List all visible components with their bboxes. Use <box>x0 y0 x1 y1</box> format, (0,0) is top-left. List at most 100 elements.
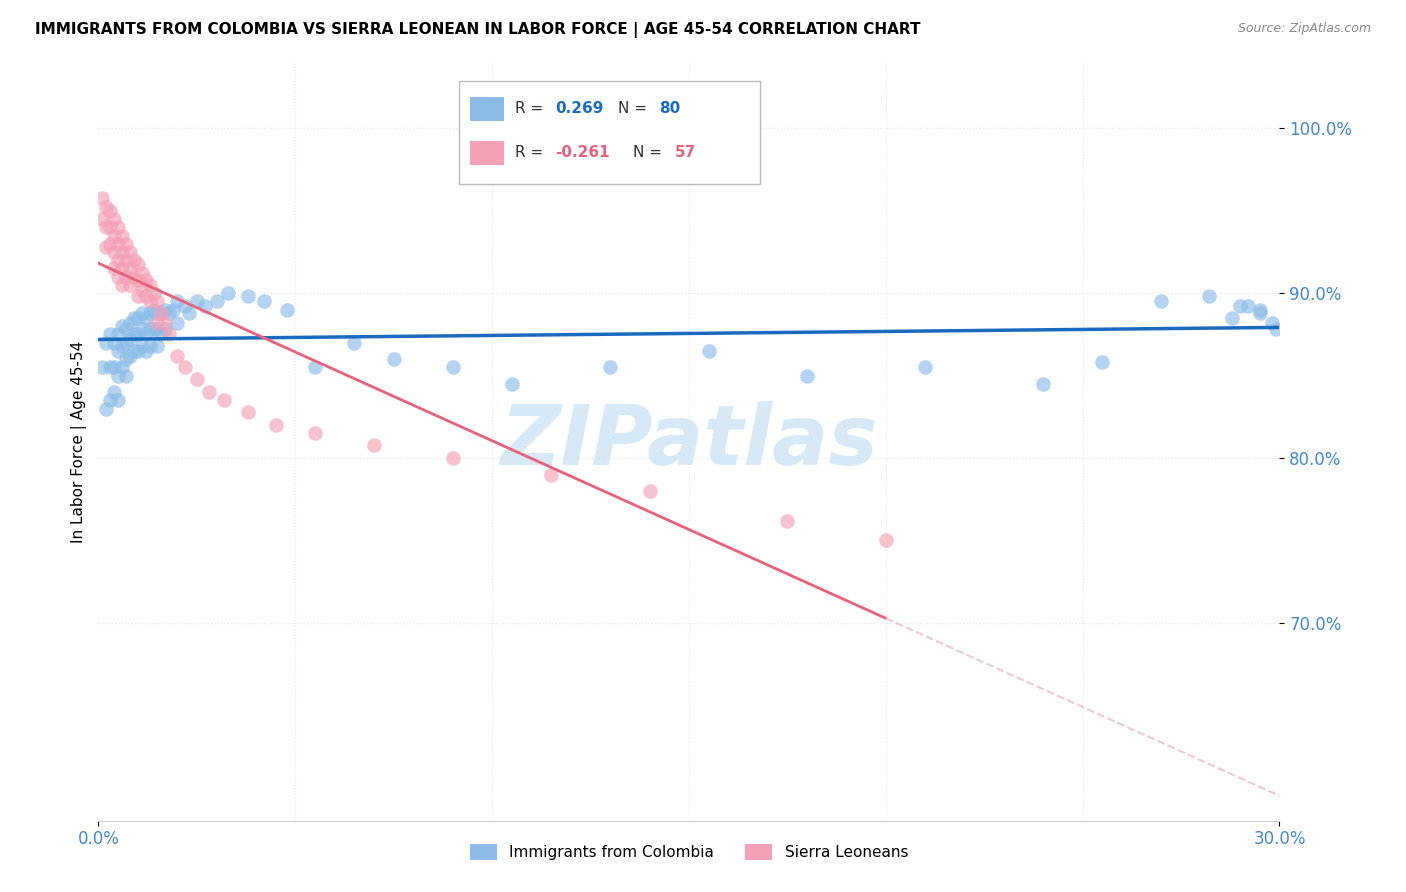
Point <box>162 302 184 317</box>
Point <box>91 360 114 375</box>
Point <box>166 294 188 309</box>
Point <box>186 294 208 309</box>
Point <box>118 244 141 259</box>
Point <box>111 339 134 353</box>
Point <box>540 467 562 482</box>
Point <box>118 316 141 330</box>
Point <box>1198 289 1220 303</box>
Point <box>304 426 326 441</box>
Point <box>131 267 153 281</box>
Point <box>157 306 180 320</box>
Point <box>796 368 818 383</box>
Point <box>107 236 129 251</box>
Point <box>107 269 129 284</box>
Point <box>214 393 236 408</box>
Point <box>174 299 197 313</box>
Point <box>111 319 134 334</box>
Point <box>1249 302 1271 317</box>
Point <box>107 327 129 342</box>
Point <box>914 360 936 375</box>
Text: ZIPatlas: ZIPatlas <box>501 401 877 482</box>
Point <box>115 335 138 350</box>
Point <box>166 316 188 330</box>
Point <box>131 283 153 297</box>
Point <box>142 286 165 301</box>
Point <box>217 286 239 301</box>
Point <box>91 212 114 227</box>
Point <box>776 514 799 528</box>
Point <box>103 335 125 350</box>
Point <box>98 203 121 218</box>
Point <box>107 253 129 268</box>
Point <box>96 335 118 350</box>
Point <box>146 294 169 309</box>
Point <box>150 306 173 320</box>
Point <box>127 310 149 325</box>
Point <box>103 228 125 243</box>
Point <box>115 236 138 251</box>
Point <box>264 418 287 433</box>
Point <box>115 269 138 284</box>
Point <box>138 277 160 292</box>
Point <box>1264 322 1286 336</box>
Point <box>131 339 153 353</box>
Point <box>155 322 177 336</box>
Point <box>150 327 173 342</box>
Point <box>127 273 149 287</box>
Point <box>107 393 129 408</box>
Point <box>98 220 121 235</box>
Point <box>111 228 134 243</box>
Point <box>1150 294 1173 309</box>
Point <box>122 253 145 268</box>
Point <box>194 299 217 313</box>
Point <box>155 316 177 330</box>
Point <box>122 327 145 342</box>
Point <box>1229 299 1251 313</box>
Point <box>131 322 153 336</box>
Point <box>103 244 125 259</box>
Point <box>107 368 129 383</box>
Text: N =: N = <box>619 101 652 116</box>
Point <box>441 450 464 465</box>
Bar <box>471 96 503 120</box>
Point <box>138 294 160 309</box>
Point <box>118 332 141 346</box>
Text: R =: R = <box>516 101 548 116</box>
Point <box>363 438 385 452</box>
Point <box>146 322 169 336</box>
Point <box>304 360 326 375</box>
Point <box>111 244 134 259</box>
Point <box>186 372 208 386</box>
Point <box>236 405 259 419</box>
Point <box>174 360 197 375</box>
Point <box>135 289 157 303</box>
Point <box>197 385 219 400</box>
Point <box>118 277 141 292</box>
Point <box>111 277 134 292</box>
Point <box>111 261 134 276</box>
Point <box>122 343 145 358</box>
Point <box>1249 306 1271 320</box>
FancyBboxPatch shape <box>458 81 759 184</box>
Point <box>135 327 157 342</box>
Point <box>501 376 523 391</box>
Point <box>276 302 298 317</box>
Point <box>138 322 160 336</box>
Point <box>98 327 121 342</box>
Point <box>122 310 145 325</box>
Point <box>127 343 149 358</box>
Text: IMMIGRANTS FROM COLOMBIA VS SIERRA LEONEAN IN LABOR FORCE | AGE 45-54 CORRELATIO: IMMIGRANTS FROM COLOMBIA VS SIERRA LEONE… <box>35 22 921 38</box>
Point <box>111 360 134 375</box>
Point <box>96 201 118 215</box>
Y-axis label: In Labor Force | Age 45-54: In Labor Force | Age 45-54 <box>72 341 87 542</box>
Text: 80: 80 <box>659 101 681 116</box>
Point <box>115 322 138 336</box>
Text: Source: ZipAtlas.com: Source: ZipAtlas.com <box>1237 22 1371 36</box>
Point <box>127 289 149 303</box>
Point <box>146 339 169 353</box>
Point <box>441 360 464 375</box>
Point <box>103 385 125 400</box>
Point <box>1220 310 1243 325</box>
Point <box>98 236 121 251</box>
Point <box>91 191 114 205</box>
